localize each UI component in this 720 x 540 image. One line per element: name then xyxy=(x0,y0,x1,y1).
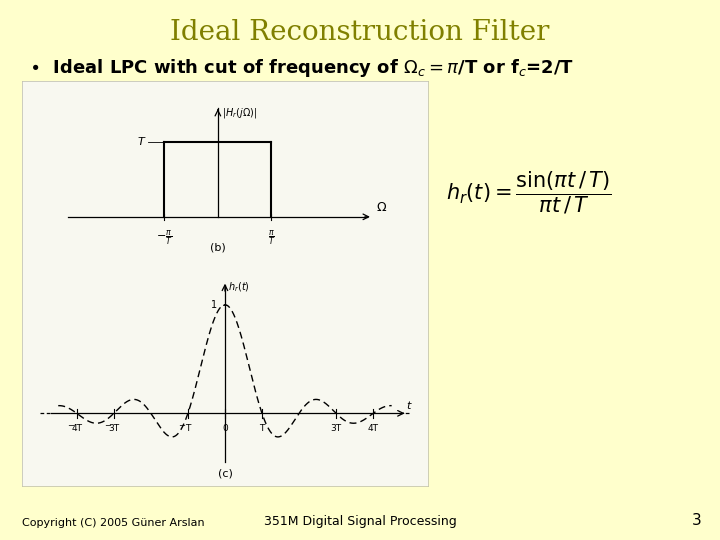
Text: (b): (b) xyxy=(210,242,226,252)
Text: T: T xyxy=(185,424,191,433)
Text: Copyright (C) 2005 Güner Arslan: Copyright (C) 2005 Güner Arslan xyxy=(22,518,204,528)
Text: −: − xyxy=(179,422,185,430)
Text: 0: 0 xyxy=(222,424,228,433)
Text: $\frac{\pi}{T}$: $\frac{\pi}{T}$ xyxy=(268,228,275,247)
Text: $\bullet$  Ideal LPC with cut of frequency of $\Omega_c=\pi$/T or f$_c$=2/T: $\bullet$ Ideal LPC with cut of frequenc… xyxy=(29,57,574,79)
Text: T: T xyxy=(259,424,265,433)
Text: 3T: 3T xyxy=(108,424,120,433)
Text: $|H_r(j\Omega)|$: $|H_r(j\Omega)|$ xyxy=(222,106,258,120)
Text: t: t xyxy=(407,401,411,411)
Text: 4T: 4T xyxy=(368,424,379,433)
Text: T: T xyxy=(138,137,144,147)
Text: Ideal Reconstruction Filter: Ideal Reconstruction Filter xyxy=(171,19,549,46)
Text: 3: 3 xyxy=(692,513,702,528)
Text: $h_r(t)$: $h_r(t)$ xyxy=(228,281,250,294)
Text: 3T: 3T xyxy=(330,424,342,433)
Text: 1: 1 xyxy=(211,300,217,310)
Text: (c): (c) xyxy=(217,469,233,479)
Text: $h_r(t) = \dfrac{\sin(\pi t\,/\,T)}{\pi t\,/\,T}$: $h_r(t) = \dfrac{\sin(\pi t\,/\,T)}{\pi … xyxy=(446,170,611,217)
Text: −: − xyxy=(67,422,74,430)
Text: 351M Digital Signal Processing: 351M Digital Signal Processing xyxy=(264,515,456,528)
Text: $-\frac{\pi}{T}$: $-\frac{\pi}{T}$ xyxy=(156,228,173,247)
Text: −: − xyxy=(104,422,111,430)
Text: 4T: 4T xyxy=(71,424,82,433)
Text: $\Omega$: $\Omega$ xyxy=(376,201,387,214)
